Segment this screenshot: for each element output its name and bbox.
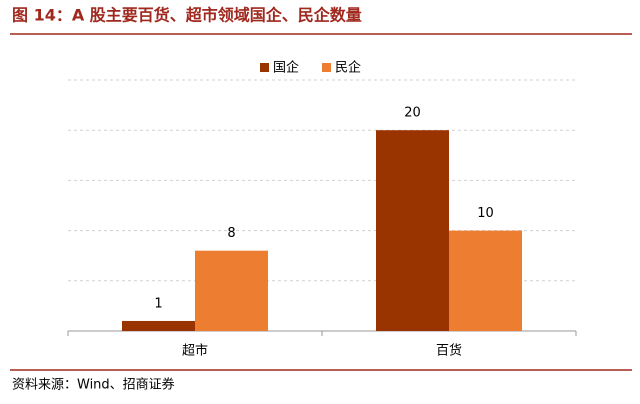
legend-label: 国企: [273, 60, 299, 76]
legend-swatch: [322, 63, 331, 72]
bar: [195, 250, 268, 331]
legend-label: 民企: [335, 60, 361, 76]
data-label: 8: [227, 226, 235, 241]
data-label: 1: [154, 296, 162, 311]
chart-title: 图 14：A 股主要百货、超市领域国企、民企数量: [12, 6, 362, 25]
x-tick-label: 超市: [182, 343, 208, 359]
bar: [376, 130, 449, 331]
bar: [449, 230, 522, 331]
data-label: 10: [477, 206, 494, 221]
legend-swatch: [260, 63, 269, 72]
bar: [122, 320, 195, 331]
source-note: 资料来源：Wind、招商证券: [12, 377, 175, 393]
x-tick-label: 百货: [436, 343, 462, 359]
data-label: 20: [404, 106, 421, 121]
